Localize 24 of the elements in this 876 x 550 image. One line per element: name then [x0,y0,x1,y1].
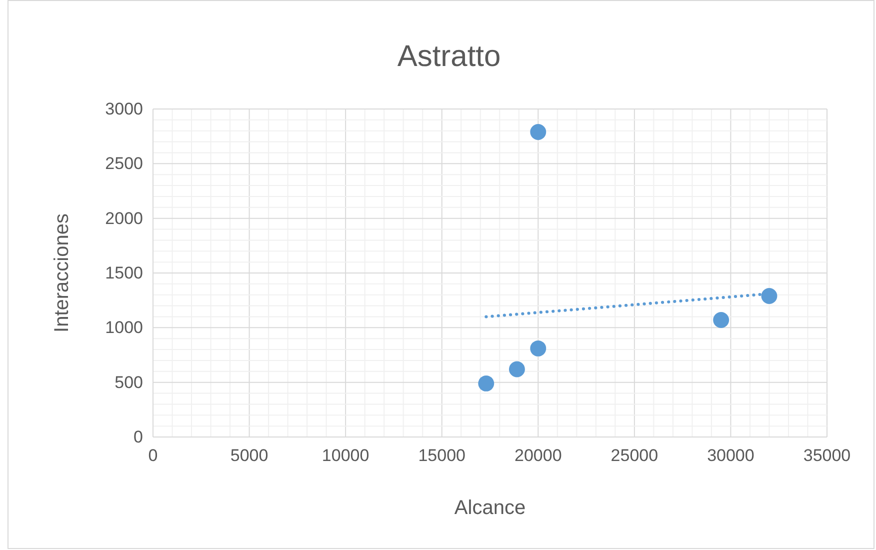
y-tick-label: 1000 [105,318,143,338]
y-tick-label: 2500 [105,154,143,174]
x-tick-label: 35000 [803,446,851,466]
y-axis-title: Interacciones [51,214,73,332]
y-tick-label: 500 [114,372,143,392]
x-tick-label: 5000 [230,446,268,466]
x-tick-label: 25000 [610,446,658,466]
x-axis-title: Alcance [454,497,526,519]
point [478,375,494,392]
x-tick-label: 0 [148,446,158,466]
y-tick-label: 1500 [105,263,143,282]
chart-title: Astratto [397,40,501,73]
point [530,340,546,356]
x-tick-label: 20000 [514,446,562,466]
point [530,124,546,140]
x-tick-label: 15000 [418,446,466,466]
y-tick-label: 0 [134,427,143,446]
x-tick-label: 30000 [707,446,754,466]
point [508,361,525,378]
x-tick-label: 10000 [322,446,370,466]
y-tick-label: 3000 [105,99,143,118]
point [713,312,730,328]
point [761,288,778,304]
y-tick-label: 2000 [105,208,143,228]
